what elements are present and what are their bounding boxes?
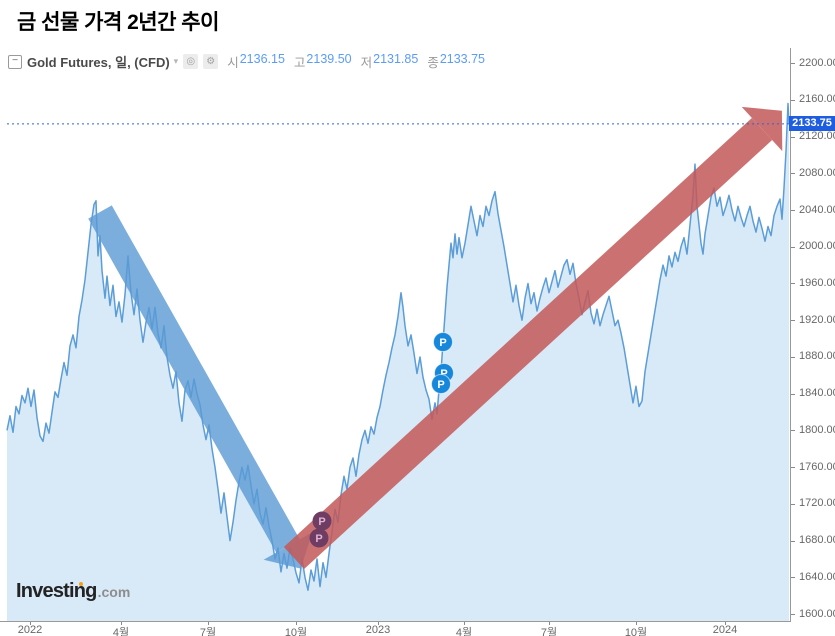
- price-axis[interactable]: 2200.00 2160.00 2120.00 2080.00 2040.00 2000.…: [790, 48, 835, 621]
- x-tick-mark: [30, 622, 31, 625]
- x-tick-mark: [378, 622, 379, 625]
- x-tick-label: 4월: [455, 627, 473, 636]
- chevron-down-icon[interactable]: ▾: [173, 56, 179, 66]
- y-tick-mark: [791, 503, 795, 505]
- y-tick-mark: [791, 577, 795, 579]
- y-tick-mark: [791, 393, 795, 395]
- position-marker-label: P: [318, 516, 325, 528]
- x-tick-mark: [725, 622, 726, 625]
- x-tick-label: 10월: [284, 627, 308, 636]
- y-tick-mark: [791, 99, 795, 101]
- y-tick-label: 1800.00: [799, 423, 835, 436]
- ohlc-label: 저: [360, 56, 373, 70]
- y-tick-mark: [791, 430, 795, 432]
- uptrend-arrow: [283, 106, 783, 570]
- x-tick-label: 2022: [17, 624, 43, 636]
- y-tick-mark: [791, 540, 795, 542]
- position-marker-label: P: [440, 368, 447, 380]
- x-tick-label: 7월: [540, 627, 558, 636]
- ohlc-value: 2139.50: [306, 52, 352, 66]
- y-tick-label: 2160.00: [799, 93, 835, 106]
- investing-logo: Investing .com: [16, 580, 130, 603]
- y-tick-mark: [791, 320, 795, 322]
- y-tick-label: 1720.00: [799, 497, 835, 510]
- settings-gear-icon[interactable]: ⚙: [203, 54, 219, 69]
- x-tick-mark: [464, 622, 465, 625]
- y-tick-label: 1760.00: [799, 460, 835, 473]
- y-tick-mark: [791, 614, 795, 616]
- x-tick-label: 2024: [712, 624, 738, 636]
- y-tick-label: 1880.00: [799, 350, 835, 363]
- y-tick-label: 2120.00: [799, 130, 835, 143]
- position-marker-label: P: [315, 533, 322, 545]
- y-tick-label: 1840.00: [799, 387, 835, 400]
- ohlc-item-0: 시 2136.15: [227, 52, 285, 71]
- x-tick-label: 10월: [624, 627, 648, 636]
- y-tick-label: 2200.00: [799, 56, 835, 69]
- last-price-badge: 2133.75: [789, 116, 835, 132]
- x-tick-mark: [121, 622, 122, 625]
- page-title: 금 선물 가격 2년간 추이: [17, 11, 219, 34]
- x-tick-label: 4월: [112, 627, 130, 636]
- y-tick-mark: [791, 63, 795, 65]
- y-tick-label: 1640.00: [799, 570, 835, 583]
- logo-orange-dot: [78, 581, 84, 586]
- time-axis[interactable]: 2022 4월 7월 10월 2023 4월 7월 10월 2024: [0, 621, 791, 636]
- symbol-title[interactable]: Gold Futures, 일, (CFD): [27, 55, 170, 70]
- y-tick-mark: [791, 173, 795, 175]
- ohlc-label: 종: [427, 56, 439, 70]
- ohlc-value: 2131.85: [373, 52, 419, 66]
- y-tick-label: 1960.00: [799, 276, 835, 289]
- y-tick-label: 2040.00: [799, 203, 835, 216]
- ohlc-values: 시 2136.15 고 2139.50 저 2131.85 종 2133.75: [227, 52, 485, 71]
- x-tick-label: 7월: [199, 627, 217, 636]
- y-tick-label: 1680.00: [799, 534, 835, 547]
- chart-legend-toolbar: − Gold Futures, 일, (CFD) ▾ ◎ ⚙ 시 2136.15 고…: [8, 52, 485, 71]
- ohlc-item-2: 저 2131.85: [361, 52, 419, 71]
- y-tick-mark: [791, 467, 795, 469]
- price-area-fill: [7, 103, 789, 621]
- x-tick-mark: [208, 622, 209, 625]
- y-tick-label: 2000.00: [799, 240, 835, 253]
- x-tick-label: 2023: [365, 624, 391, 636]
- y-tick-label: 1600.00: [799, 607, 835, 620]
- y-tick-mark: [791, 136, 795, 138]
- y-tick-mark: [791, 356, 795, 358]
- position-marker[interactable]: [309, 528, 329, 548]
- y-tick-mark: [791, 283, 795, 285]
- collapse-legend-icon[interactable]: −: [8, 54, 22, 69]
- position-marker-label: P: [439, 337, 446, 349]
- x-tick-mark: [296, 622, 297, 625]
- investing-logo-text: Investing: [16, 580, 97, 602]
- investing-logo-tld: .com: [97, 584, 131, 600]
- ohlc-value: 2133.75: [439, 52, 486, 66]
- x-tick-mark: [636, 622, 637, 625]
- ohlc-item-1: 고 2139.50: [294, 52, 352, 71]
- position-marker[interactable]: [433, 332, 453, 352]
- ohlc-label: 고: [293, 56, 306, 70]
- ohlc-value: 2136.15: [239, 52, 285, 66]
- y-tick-label: 1920.00: [799, 313, 835, 326]
- snapshot-icon[interactable]: ◎: [183, 54, 199, 69]
- x-tick-mark: [549, 622, 550, 625]
- y-tick-label: 2080.00: [799, 166, 835, 179]
- ohlc-item-3: 종 2133.75: [427, 52, 485, 71]
- position-marker[interactable]: [312, 511, 332, 531]
- position-marker[interactable]: [431, 374, 451, 394]
- y-tick-mark: [791, 210, 795, 211]
- y-tick-mark: [791, 246, 795, 248]
- position-marker-label: P: [437, 379, 444, 391]
- ohlc-label: 시: [227, 56, 239, 70]
